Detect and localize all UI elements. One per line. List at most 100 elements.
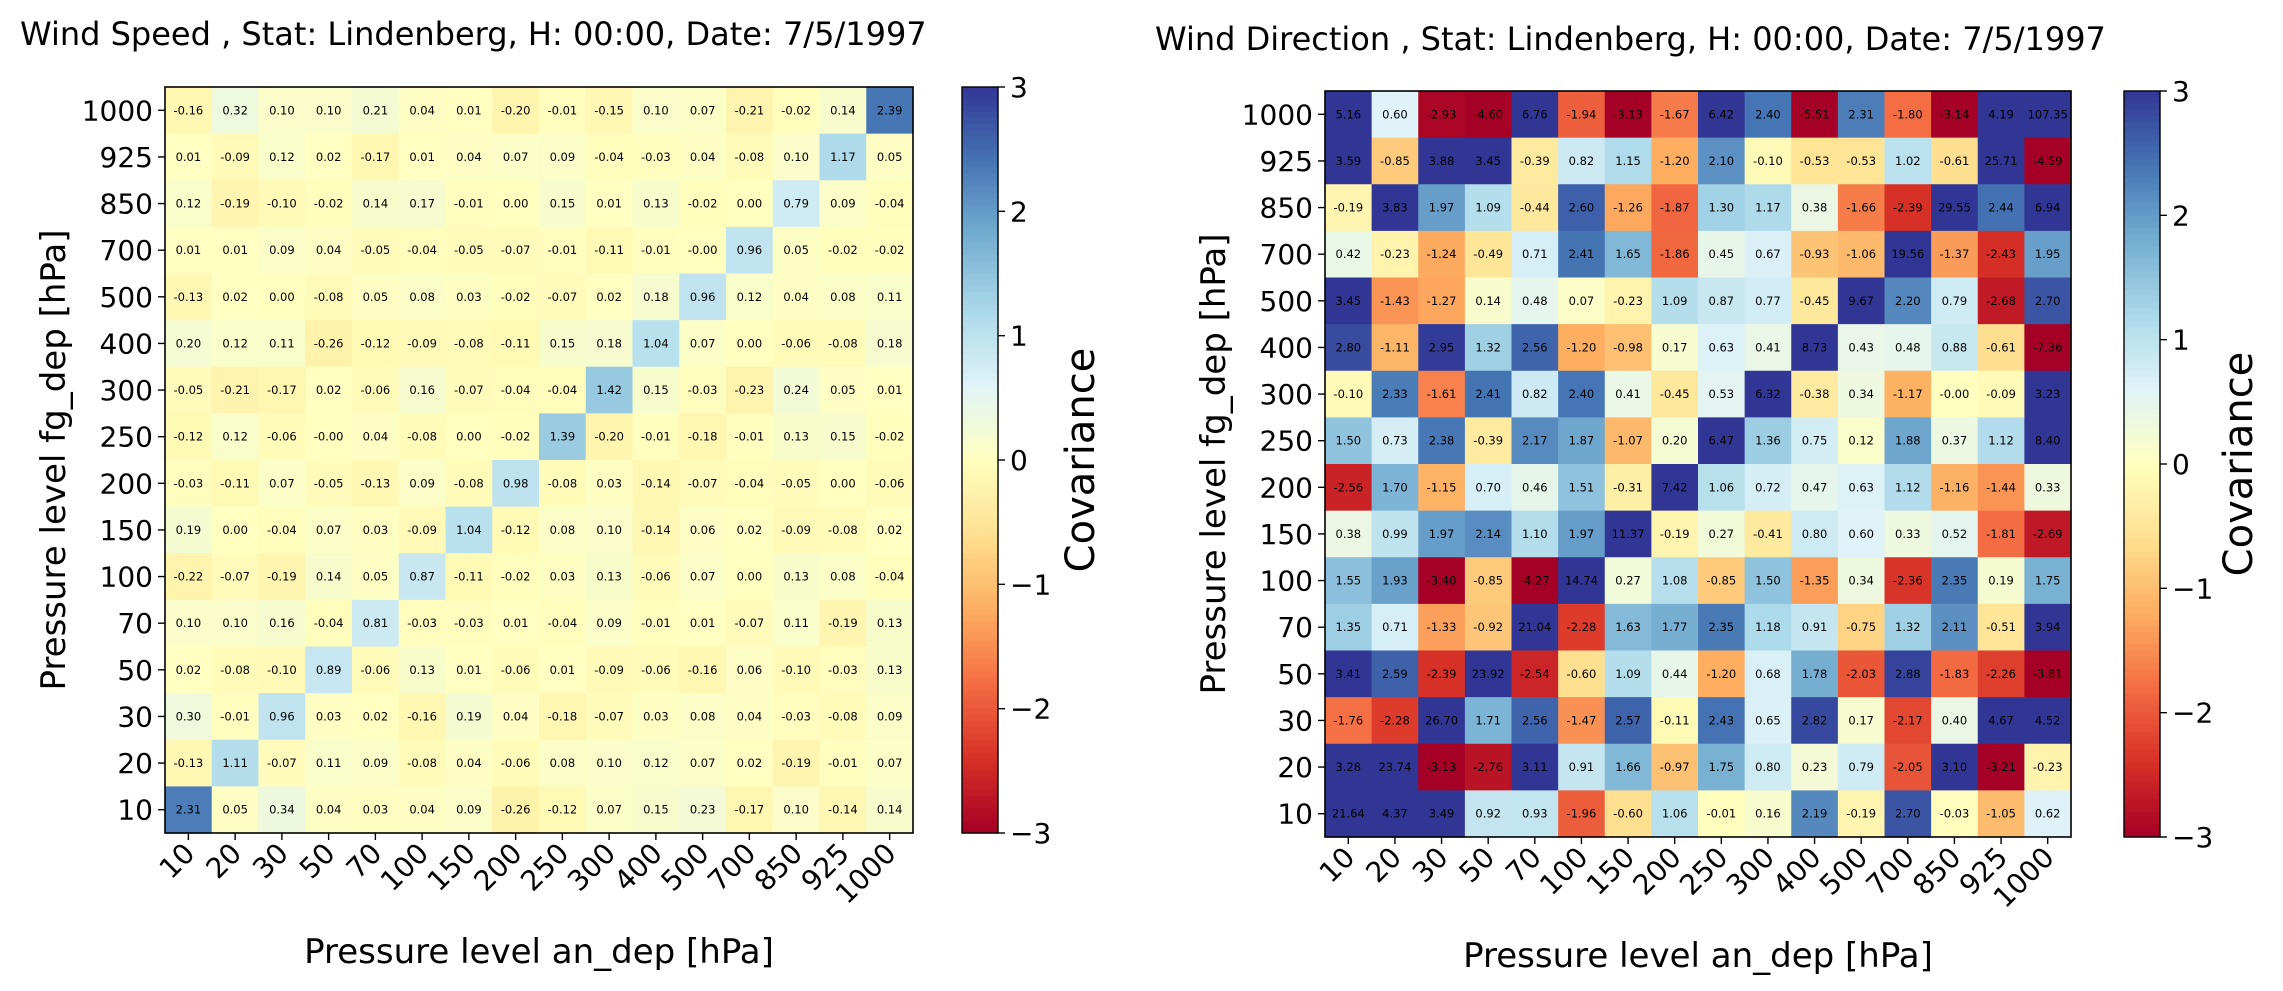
cell-value-label: 0.19 (176, 523, 202, 537)
cell-value-label: 0.00 (737, 336, 763, 350)
cell-value-label: -0.03 (688, 383, 718, 397)
cell-value-label: 1.51 (1569, 480, 1595, 494)
heatmap-cell (819, 180, 867, 228)
colorbar-segment (962, 621, 998, 629)
colorbar-segment (2124, 91, 2160, 98)
heatmap-cell (352, 786, 400, 834)
colorbar-segment (962, 99, 998, 107)
heatmap-cell (1931, 324, 1979, 372)
heatmap-cell (165, 599, 213, 648)
cell-value-label: 0.14 (1475, 294, 1501, 308)
cell-value-label: 1.04 (456, 523, 482, 537)
cell-value-label: -2.39 (1893, 201, 1923, 215)
wind-speed-colorbar: 3 2 1 0 −1 −2 −3 Covariance (961, 71, 1104, 850)
colorbar-segment (962, 534, 998, 542)
heatmap-cell (679, 320, 727, 368)
cell-value-label: -0.05 (360, 243, 390, 257)
cell-value-label: 0.12 (269, 150, 295, 164)
cell-value-label: 2.31 (176, 803, 202, 817)
heatmap-cell (258, 646, 306, 694)
heatmap-cell (679, 646, 727, 694)
cell-value-label: 0.10 (783, 150, 809, 164)
heatmap-cell (1931, 790, 1979, 838)
cell-value-label: -0.17 (267, 383, 297, 397)
heatmap-cell (539, 180, 587, 228)
heatmap-cell (1698, 324, 1746, 372)
cell-value-label: 19.56 (1891, 247, 1924, 261)
heatmap-cell (1325, 603, 1373, 652)
heatmap-cell (1418, 510, 1466, 558)
cell-value-label: 1.36 (1755, 434, 1781, 448)
heatmap-cell (726, 413, 774, 461)
cell-value-label: -0.61 (1986, 340, 2016, 354)
cell-value-label: 0.15 (830, 430, 856, 444)
heatmap-cell (1604, 790, 1652, 838)
heatmap-cell (1604, 184, 1652, 232)
cell-value-label: 4.67 (1988, 713, 2014, 727)
colorbar-segment (962, 690, 998, 697)
heatmap-cell (866, 320, 914, 368)
cell-value-label: -1.20 (1706, 667, 1736, 681)
cell-value-label: 0.13 (643, 197, 669, 211)
cell-value-label: 0.79 (1848, 760, 1874, 774)
cell-value-label: -0.03 (454, 616, 484, 630)
cell-value-label: -0.04 (407, 243, 437, 257)
heatmap-cell (679, 693, 727, 741)
colorbar-segment (2124, 296, 2160, 303)
heatmap-cell (1977, 91, 2025, 139)
heatmap-cell (726, 693, 774, 741)
heatmap-cell (632, 320, 680, 368)
colorbar-segment (962, 540, 998, 548)
heatmap-cell (819, 786, 867, 834)
colorbar-segment (962, 789, 998, 797)
heatmap-cell (305, 87, 353, 135)
cell-value-label: -0.10 (1753, 154, 1783, 168)
heatmap-cell (1931, 603, 1979, 652)
heatmap-cell (1744, 184, 1792, 232)
heatmap-cell (1931, 277, 1979, 325)
heatmap-cell (1977, 557, 2025, 605)
cell-value-label: 0.63 (1709, 340, 1735, 354)
cell-value-label: -0.08 (547, 476, 577, 490)
cell-value-label: -0.19 (828, 616, 858, 630)
cell-value-label: 0.21 (363, 103, 389, 117)
cell-value-label: -0.06 (360, 383, 390, 397)
cell-value-label: 0.41 (1755, 340, 1781, 354)
heatmap-cell (1977, 790, 2025, 838)
cell-value-label: 2.43 (1709, 713, 1735, 727)
colorbar-segment (2124, 159, 2160, 167)
colorbar-segment (2124, 464, 2160, 471)
heatmap-cell (1744, 230, 1792, 279)
colorbar-tick-label: −3 (2172, 821, 2213, 854)
cell-value-label: -0.15 (594, 103, 624, 117)
cell-value-label: 0.87 (409, 570, 435, 584)
cell-value-label: 0.02 (737, 756, 763, 770)
colorbar-segment (962, 745, 998, 753)
cell-value-label: 1.97 (1429, 527, 1455, 541)
y-tick-label: 200 (1260, 471, 1313, 504)
heatmap-cell (165, 180, 213, 228)
cell-value-label: 0.12 (176, 197, 202, 211)
heatmap-cell (1884, 650, 1932, 698)
heatmap-cell (305, 553, 353, 601)
colorbar-segment (2124, 818, 2160, 826)
cell-value-label: -0.04 (547, 616, 577, 630)
heatmap-cell (165, 133, 213, 181)
cell-value-label: -1.37 (1940, 247, 1970, 261)
cell-value-label: 1.75 (1709, 760, 1735, 774)
colorbar-segment (2124, 793, 2160, 801)
colorbar-segment (962, 248, 998, 256)
heatmap-cell (632, 87, 680, 135)
heatmap-cell (1791, 370, 1839, 418)
cell-value-label: 0.80 (1802, 527, 1828, 541)
heatmap-cell (1418, 91, 1466, 139)
colorbar-segment (962, 646, 998, 654)
heatmap-cell (632, 786, 680, 834)
heatmap-cell (1884, 697, 1932, 745)
colorbar-segment (962, 460, 998, 467)
cell-value-label: 0.47 (1802, 480, 1828, 494)
heatmap-cell (772, 553, 821, 601)
cell-value-label: -3.81 (2033, 667, 2063, 681)
heatmap-cell (726, 226, 774, 275)
cell-value-label: 2.88 (1895, 667, 1921, 681)
